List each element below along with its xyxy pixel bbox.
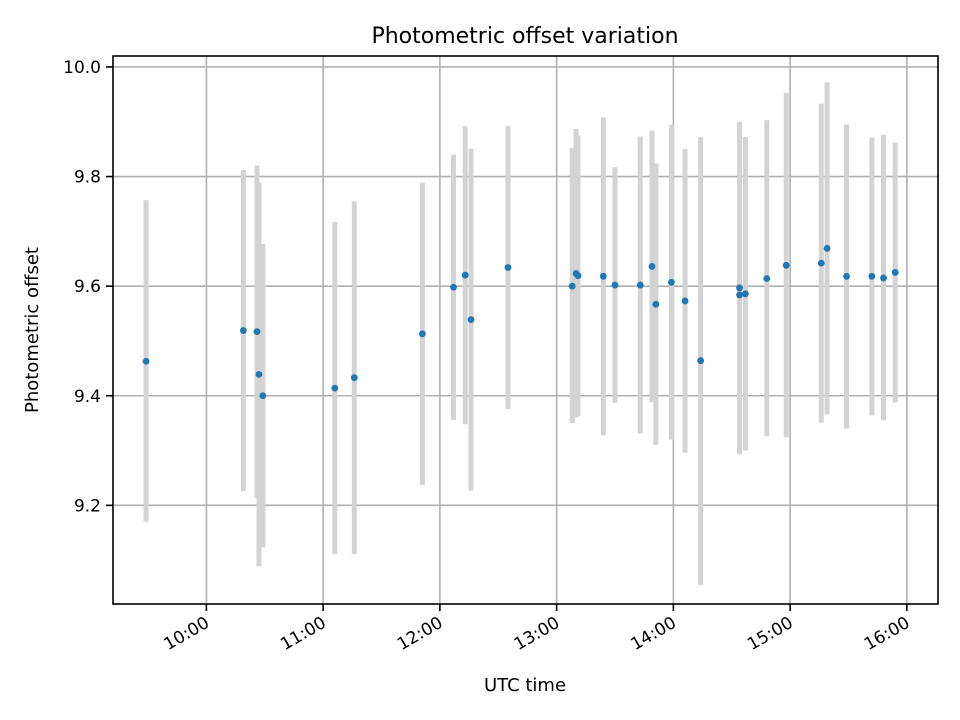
data-point — [253, 328, 261, 336]
x-tick-label: 10:00 — [160, 613, 212, 655]
y-tick-label: 10.0 — [63, 58, 101, 78]
data-point — [736, 284, 743, 292]
y-tick-label: 9.2 — [74, 496, 101, 516]
data-point — [259, 392, 267, 400]
data-point — [668, 278, 675, 286]
data-point — [239, 327, 247, 334]
x-tick-label: 11:00 — [277, 613, 329, 655]
data-point — [142, 357, 150, 365]
data-point — [574, 272, 582, 280]
data-point — [763, 275, 771, 282]
data-point — [880, 274, 887, 282]
plot-frame — [112, 55, 939, 605]
data-point — [823, 244, 831, 252]
chart-title: Photometric offset variation — [371, 24, 678, 49]
data-point — [255, 370, 263, 378]
data-point — [568, 282, 576, 290]
data-point — [636, 281, 644, 289]
data-point — [736, 291, 743, 299]
data-point — [681, 297, 689, 305]
data-point — [350, 374, 358, 382]
data-point — [467, 316, 475, 323]
y-axis-label: Photometric offset — [22, 247, 43, 413]
data-point — [697, 357, 705, 365]
x-tick-label: 14:00 — [627, 613, 679, 655]
x-tick-label: 12:00 — [394, 613, 446, 655]
data-point — [817, 259, 825, 267]
x-tick-label: 15:00 — [744, 613, 796, 655]
data-point — [331, 384, 339, 392]
data-point — [461, 271, 469, 279]
data-point — [418, 330, 426, 338]
x-tick-label: 13:00 — [511, 613, 563, 655]
data-point — [450, 283, 457, 291]
x-axis-label: UTC time — [484, 675, 566, 696]
data-point — [843, 272, 850, 280]
y-tick-label: 9.6 — [74, 277, 101, 297]
data-point — [599, 272, 607, 280]
x-tick-label: 16:00 — [861, 613, 913, 655]
data-point — [741, 290, 749, 298]
data-point — [652, 300, 660, 308]
data-point — [782, 261, 790, 269]
data-point — [648, 263, 656, 270]
data-point — [504, 264, 512, 271]
y-tick-label: 9.4 — [74, 387, 101, 407]
grid-lines — [113, 56, 938, 604]
data-point — [868, 272, 876, 280]
data-points — [142, 244, 899, 400]
data-point — [891, 269, 899, 276]
data-point — [611, 281, 619, 289]
y-tick-label: 9.8 — [74, 168, 101, 188]
